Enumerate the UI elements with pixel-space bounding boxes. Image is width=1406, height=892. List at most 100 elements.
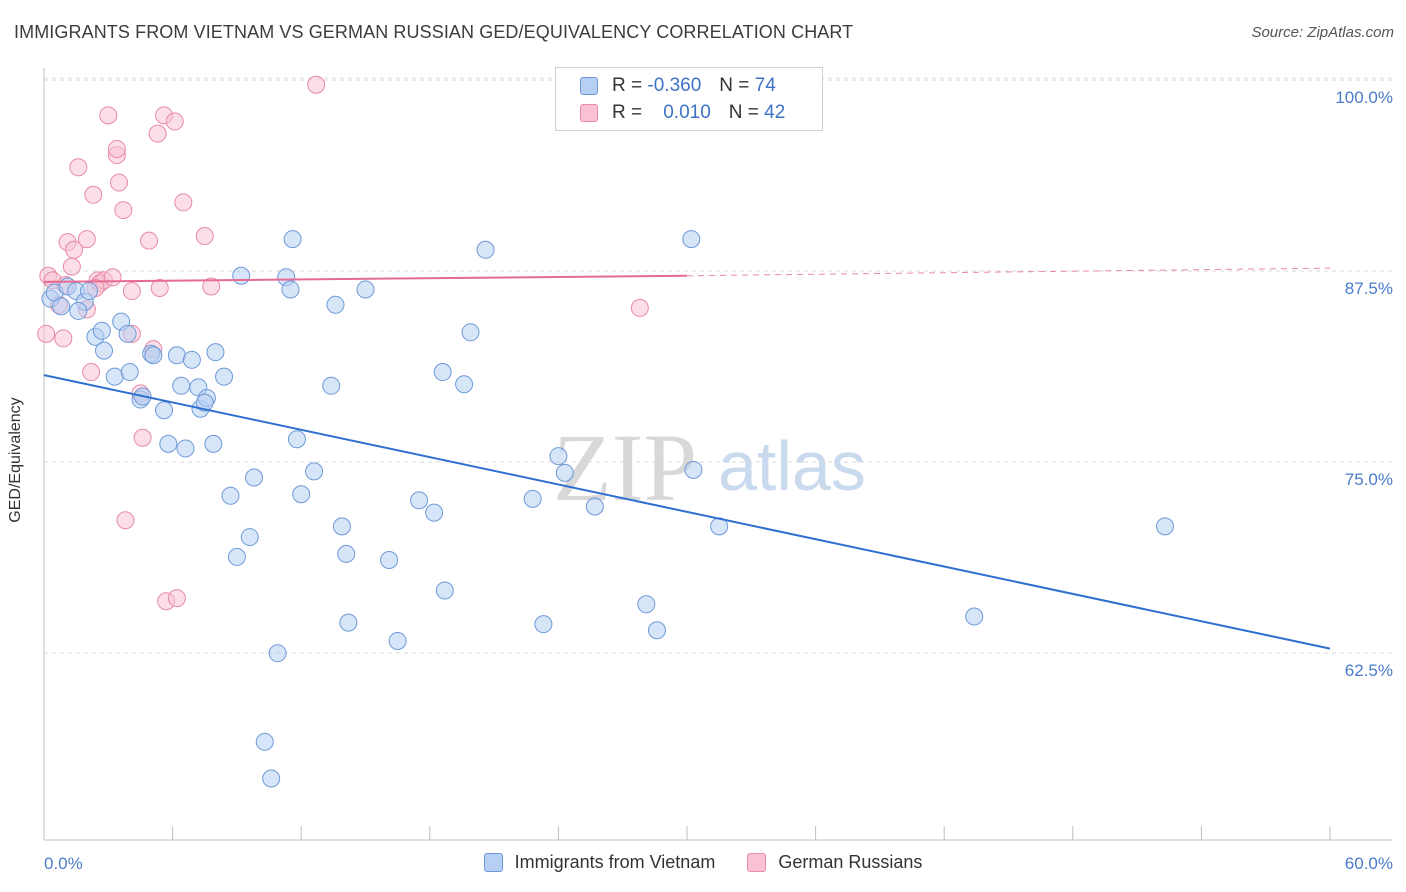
correlation-legend: R = -0.360 N = 74 R = 0.010 N = 42 [555,67,823,131]
vietnam-point [305,462,324,481]
vietnam-point [356,280,375,299]
y-axis-label: GED/Equivalency [7,397,24,523]
vietnam-point [195,393,214,412]
vietnam-point [523,489,542,508]
german-russians-point [54,329,73,348]
german-russians-trend-extension [686,267,1331,277]
legend-r-value: 0.010 [663,102,711,123]
german-russians-point [133,428,152,447]
legend-swatch-blue [483,853,503,872]
vietnam-point [281,280,300,299]
vietnam-point [332,517,351,536]
vietnam-point [221,486,240,505]
chart-title: IMMIGRANTS FROM VIETNAM VS GERMAN RUSSIA… [14,22,854,42]
vietnam-point [337,544,356,563]
vietnam-point [255,732,274,751]
vietnam-point [52,297,71,316]
vietnam-point [534,615,553,634]
german-russians-point [65,240,84,259]
legend-r-label: R = [612,75,643,96]
legend-row-german-russians: R = 0.010 N = 42 [580,100,785,126]
vietnam-point [215,367,234,386]
vietnam-point [1155,517,1174,536]
vietnam-point [287,430,306,449]
vietnam-point [339,613,358,632]
legend-row-vietnam: R = -0.360 N = 74 [580,73,776,99]
legend-label-german-russians: German Russians [778,852,923,872]
vietnam-point [283,230,302,249]
vietnam-point [92,321,111,340]
vietnam-point [637,595,656,614]
vietnam-point [435,581,454,600]
vietnam-point [425,503,444,522]
german-russians-point [69,158,88,177]
y-tick-label: 87.5% [1345,279,1393,298]
legend-swatch-pink [747,853,767,872]
vietnam-point [410,491,429,510]
vietnam-trend-line [43,374,1331,650]
vietnam-point [95,341,114,360]
german-russians-point [202,277,221,296]
german-russians-point [77,230,96,249]
legend-n-value: 42 [764,102,786,123]
axes [43,68,1392,841]
watermark-atlas: atlas [718,427,866,505]
y-tick-label: 75.0% [1345,470,1393,489]
german-russians-point [110,173,129,192]
vietnam-point [206,343,225,362]
german-russians-point [630,298,649,317]
vietnam-point [326,295,345,314]
vietnam-point [245,468,264,487]
vietnam-point [204,434,223,453]
legend-n-value: 74 [754,75,776,96]
german-russians-point [150,279,169,297]
vietnam-point [455,375,474,394]
german-russians-point [84,185,103,204]
vietnam-point [549,447,568,466]
y-tick-label: 62.5% [1345,661,1393,680]
german-russians-point [82,363,101,382]
german-russians-point [107,139,126,158]
german-russians-point [62,257,81,276]
trend-lines [43,267,1331,650]
legend-n-label: N = [728,102,759,123]
german-russians-point [122,282,141,301]
vietnam-point [69,301,88,320]
german-russians-point [37,324,56,343]
x-tick-label: 0.0% [44,854,83,873]
vietnam-point [555,463,574,482]
vietnam-point [388,631,407,650]
german-russians-point [195,227,214,246]
vietnam-point [268,644,287,663]
x-tick-label: 60.0% [1345,854,1393,873]
german-russians-point [114,201,133,220]
vietnam-point [227,547,246,566]
vietnam-point [262,769,281,788]
german-russians-trend-line [43,274,688,283]
vietnam-point [322,376,341,395]
vietnam-point [240,528,259,547]
vietnam-point [118,324,137,343]
vietnam-points [41,74,1174,788]
legend-swatch-blue [580,77,598,95]
vietnam-point [144,346,163,365]
german-russians-point [165,112,184,131]
vietnam-point [105,367,124,386]
german-russians-point [174,193,193,212]
vietnam-point [176,439,195,458]
vietnam-point [232,266,251,285]
watermark-zip: ZIP [553,414,697,521]
german-russians-point [103,268,122,287]
vietnam-point [682,230,701,249]
legend-n-label: N = [719,75,750,96]
vietnam-point [461,323,480,342]
vietnam-point [476,240,495,259]
vietnam-point [585,497,604,516]
vietnam-point [684,460,703,479]
vietnam-point [120,363,139,382]
gridlines [44,77,1392,654]
series-legend: Immigrants from Vietnam German Russians [0,852,1406,873]
source-label: Source: ZipAtlas.com [1251,24,1394,41]
vietnam-point [433,363,452,382]
